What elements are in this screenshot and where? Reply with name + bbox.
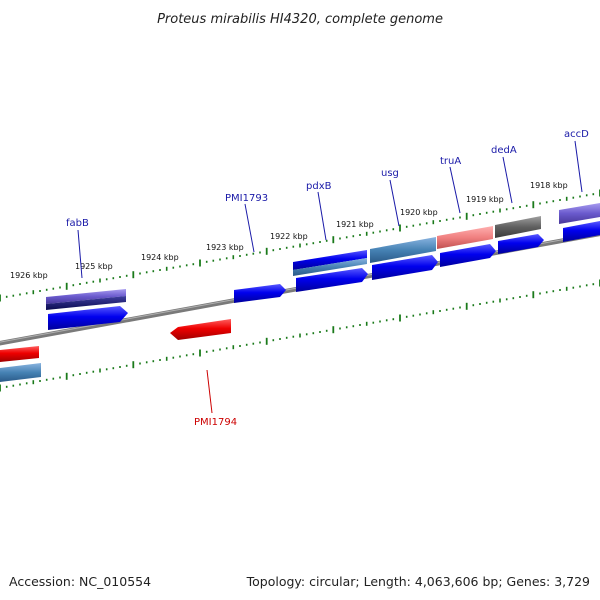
leader-line [244, 203, 255, 253]
gene-arrows [48, 221, 600, 340]
scale-label: 1925 kbp [75, 262, 113, 271]
gene-label-fabB[interactable]: fabB [66, 218, 89, 229]
gene-arrow-usg[interactable] [372, 255, 438, 280]
gene-arrow-PMI1794[interactable] [170, 319, 231, 340]
scale-label: 1922 kbp [270, 232, 308, 241]
gene-label-PMI1793[interactable]: PMI1793 [225, 193, 268, 204]
scale-label: 1924 kbp [141, 253, 179, 262]
leader-line [449, 166, 461, 214]
gene-label-accD[interactable]: accD [564, 129, 589, 140]
gene-arrow-fabB[interactable] [48, 306, 128, 330]
accession-text: Accession: NC_010554 [9, 574, 151, 589]
gene-block-pdxB-cog2[interactable] [293, 258, 367, 276]
scale-label: 1926 kbp [10, 271, 48, 280]
gene-labels: fabB PMI1793 pdxB usg truA dedA accD PMI… [66, 129, 589, 428]
outer-scale-ticks [0, 189, 600, 302]
gene-leader-lines [77, 140, 583, 414]
gene-block-fabB-cog[interactable] [46, 289, 126, 304]
leader-line [317, 191, 327, 241]
scale-label: 1920 kbp [400, 208, 438, 217]
leader-line [77, 229, 83, 279]
map-title: Proteus mirabilis HI4320, complete genom… [157, 12, 443, 27]
gene-label-truA[interactable]: truA [440, 156, 461, 167]
gene-label-PMI1794[interactable]: PMI1794 [194, 417, 237, 428]
scale-label: 1919 kbp [466, 195, 504, 204]
scale-label: 1923 kbp [206, 243, 244, 252]
leader-line [502, 156, 513, 204]
gene-block-left-steel[interactable] [0, 363, 41, 382]
gene-block-truA-cog[interactable] [437, 226, 493, 249]
gene-block-accD-cog[interactable] [559, 203, 600, 224]
gene-label-usg[interactable]: usg [381, 168, 399, 179]
gene-arrow-dedA[interactable] [498, 234, 544, 254]
scale-label: 1921 kbp [336, 220, 374, 229]
gene-block-pdxB-cog[interactable] [293, 250, 367, 270]
gene-arrow-truA[interactable] [440, 244, 496, 267]
gene-label-dedA[interactable]: dedA [491, 145, 517, 156]
gene-arrow-accD[interactable] [563, 221, 600, 242]
leader-line [389, 179, 400, 227]
leader-line [206, 369, 213, 414]
gene-arrow-pdxB[interactable] [296, 268, 368, 292]
topology-text: Topology: circular; Length: 4,063,606 bp… [246, 574, 590, 589]
inner-scale-ticks [0, 279, 600, 392]
gene-block-usg-cog[interactable] [370, 237, 436, 263]
gene-arrow-PMI1793[interactable] [234, 284, 286, 303]
gene-block-left-red[interactable] [0, 346, 39, 362]
scale-label: 1918 kbp [530, 181, 568, 190]
leader-line [574, 140, 583, 193]
scale-labels: 1926 kbp 1925 kbp 1924 kbp 1923 kbp 1922… [10, 181, 568, 280]
gene-block-dedA-cog[interactable] [495, 216, 541, 238]
gene-features-outer [0, 203, 600, 382]
gene-block-fabB-cog2[interactable] [46, 296, 126, 310]
gene-label-pdxB[interactable]: pdxB [306, 181, 332, 192]
